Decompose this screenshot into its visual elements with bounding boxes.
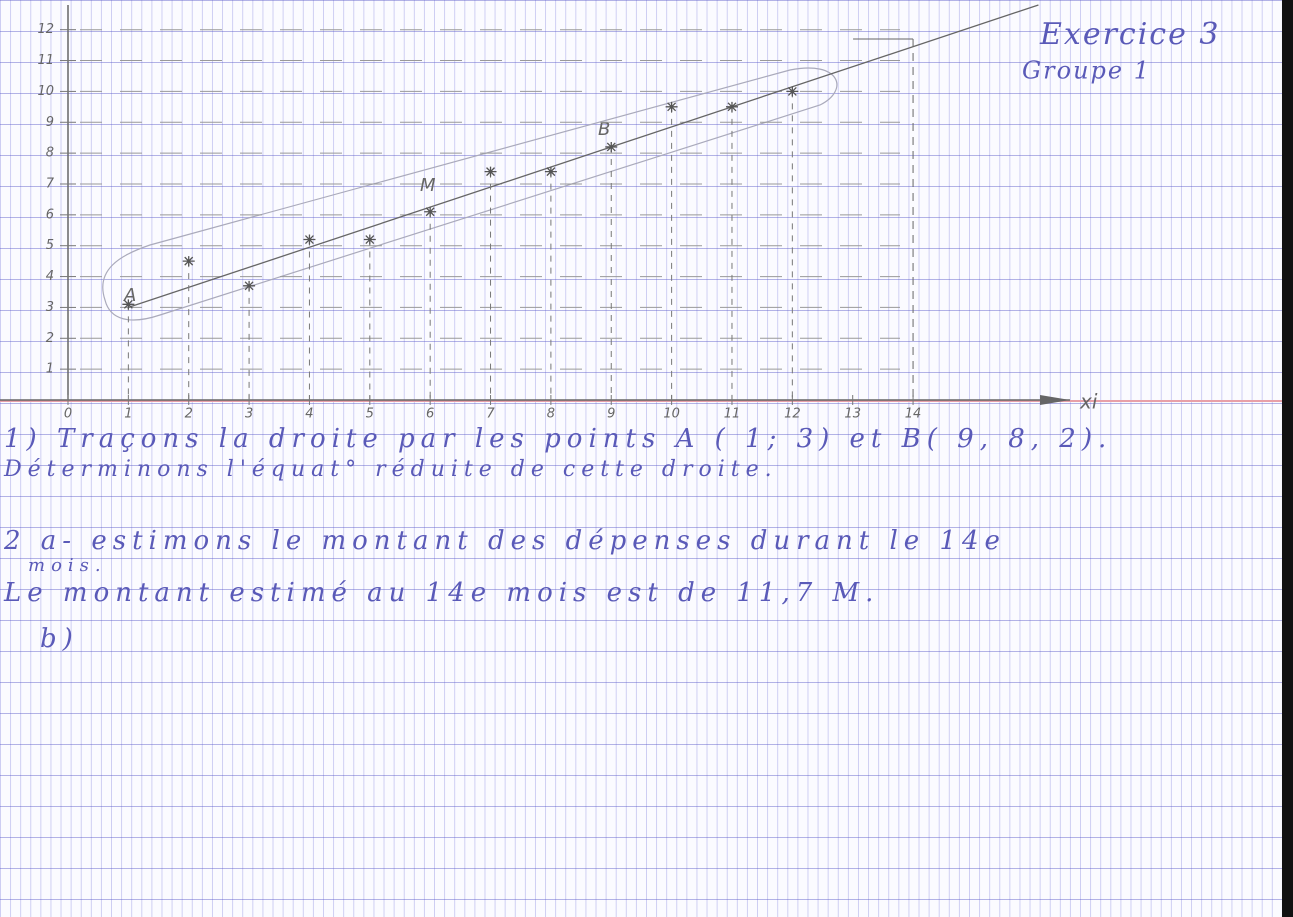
- y-tick-label: 8: [46, 146, 54, 161]
- x-tick-label: 3: [245, 407, 253, 422]
- x-tick-label: 9: [607, 407, 615, 422]
- point-label: B: [598, 119, 610, 140]
- y-tick-label: 2: [46, 331, 54, 346]
- point: [182, 256, 195, 267]
- point: [665, 101, 678, 112]
- point: [725, 101, 738, 112]
- x-tick-label: 1: [124, 407, 132, 422]
- note-line: 1) Traçons la droite par les points A ( …: [4, 424, 1112, 454]
- x-axis-label: xi: [1079, 390, 1098, 414]
- y-tick-label: 5: [46, 238, 54, 253]
- y-tick-label: 6: [46, 207, 54, 222]
- point: [363, 234, 376, 245]
- point: [424, 206, 437, 217]
- point: [605, 141, 618, 152]
- note-line: b): [40, 624, 79, 654]
- y-tick-label: 9: [46, 115, 54, 130]
- y-tick-label: 4: [46, 269, 54, 284]
- note-line: Déterminons l'équat° réduite de cette dr…: [3, 457, 778, 482]
- page-edge: [1282, 0, 1293, 917]
- x-tick-label: 11: [724, 407, 741, 422]
- x-tick-label: 13: [844, 407, 861, 422]
- y-tick-label: 7: [46, 176, 55, 191]
- y-tick-label: 10: [37, 84, 54, 99]
- note-line: mois.: [28, 555, 107, 576]
- point: [122, 299, 135, 310]
- point: [243, 280, 256, 291]
- x-tick-label: 10: [663, 407, 680, 422]
- point: [786, 86, 799, 97]
- x-tick-label: 12: [784, 407, 801, 422]
- point: [544, 166, 557, 177]
- x-tick-label: 8: [547, 407, 555, 422]
- point: [484, 166, 497, 177]
- subtitle: Groupe 1: [1022, 57, 1151, 85]
- x-tick-label: 5: [366, 407, 374, 422]
- x-tick-label: 7: [486, 407, 495, 422]
- x-tick-label: 6: [426, 407, 434, 422]
- x-tick-label: 14: [905, 407, 922, 422]
- note-line: 2 a- estimons le montant des dépenses du…: [3, 526, 1006, 556]
- point: [303, 234, 316, 245]
- point-label: M: [420, 175, 436, 196]
- title: Exercice 3: [1039, 17, 1221, 52]
- x-arrow: [1040, 395, 1070, 405]
- x-tick-label: 2: [185, 407, 193, 422]
- point-label: A: [123, 285, 136, 306]
- y-tick-label: 11: [37, 53, 54, 68]
- x-tick-label: 0: [64, 407, 72, 422]
- y-tick-label: 12: [37, 22, 54, 37]
- fit-line: [128, 4, 1039, 309]
- x-tick-label: 4: [305, 407, 313, 422]
- y-tick-label: 3: [46, 300, 54, 315]
- note-line: Le montant estimé au 14e mois est de 11,…: [3, 578, 879, 608]
- y-tick-label: 1: [46, 362, 54, 377]
